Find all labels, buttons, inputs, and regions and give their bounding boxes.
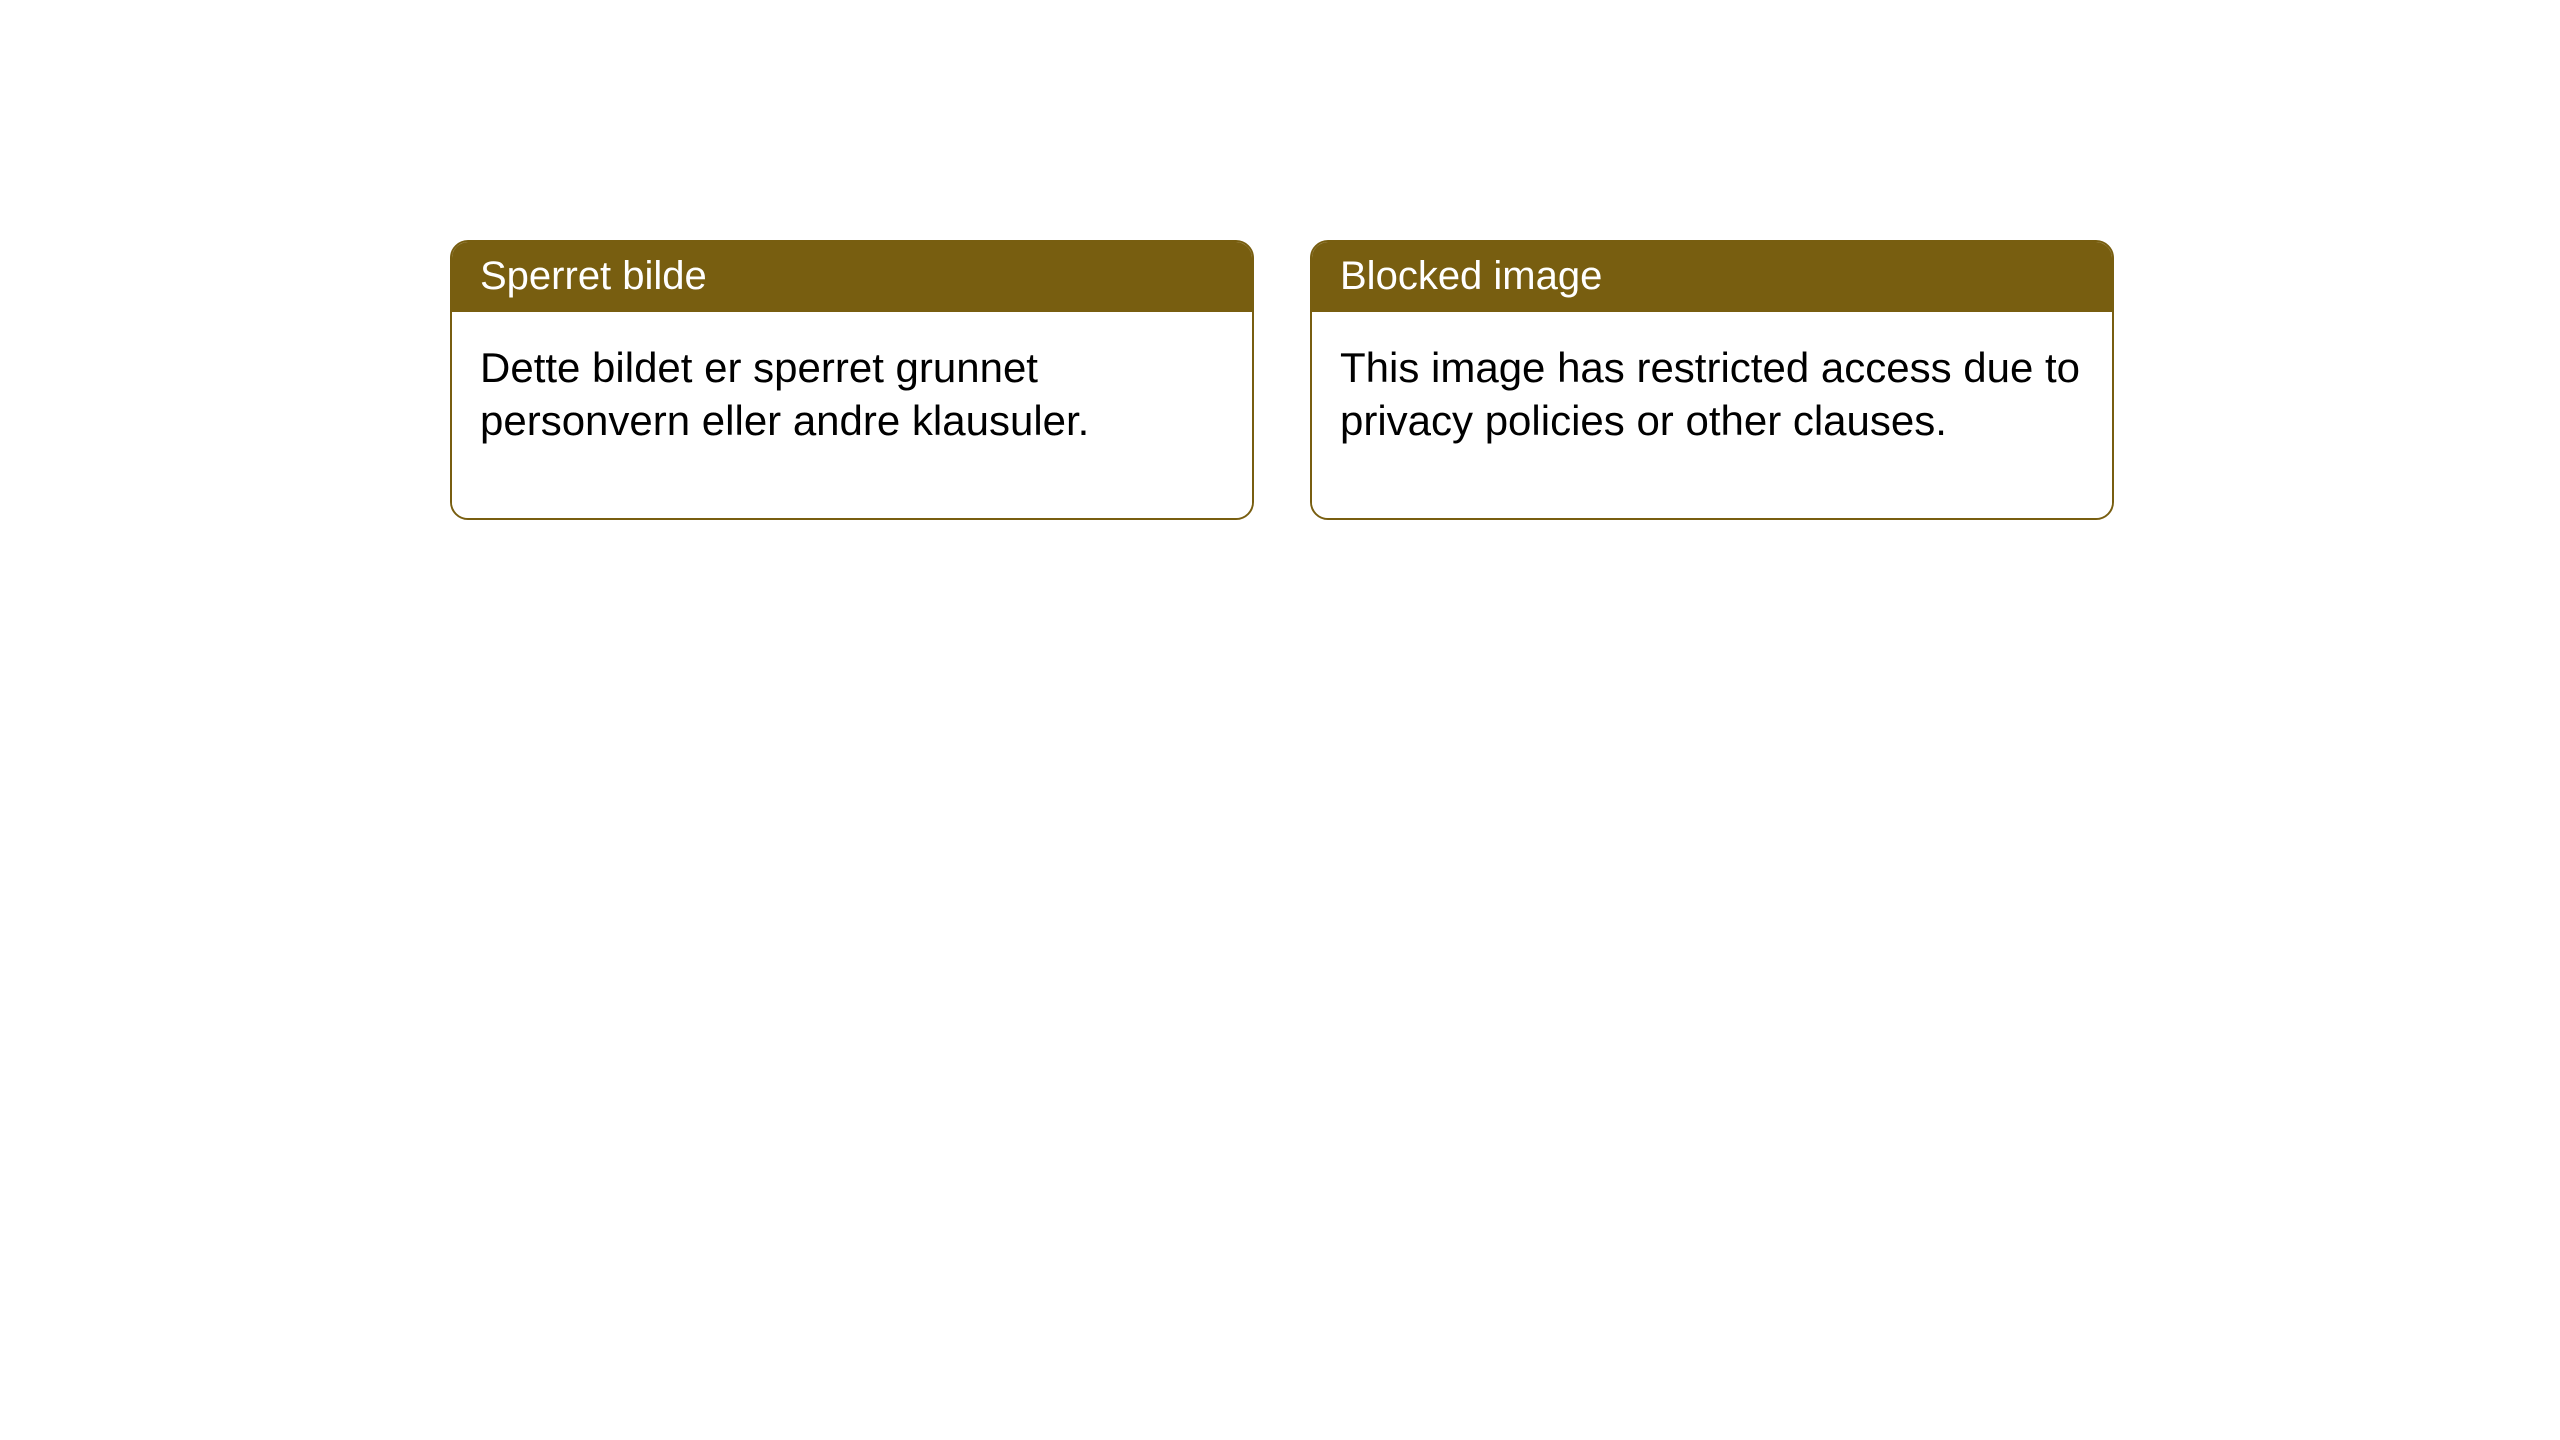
blocked-image-card-en: Blocked image This image has restricted … (1310, 240, 2114, 520)
blocked-image-card-no: Sperret bilde Dette bildet er sperret gr… (450, 240, 1254, 520)
card-body-en: This image has restricted access due to … (1312, 312, 2112, 518)
card-header-en: Blocked image (1312, 242, 2112, 312)
card-header-no: Sperret bilde (452, 242, 1252, 312)
notice-container: Sperret bilde Dette bildet er sperret gr… (0, 0, 2560, 520)
card-body-no: Dette bildet er sperret grunnet personve… (452, 312, 1252, 518)
